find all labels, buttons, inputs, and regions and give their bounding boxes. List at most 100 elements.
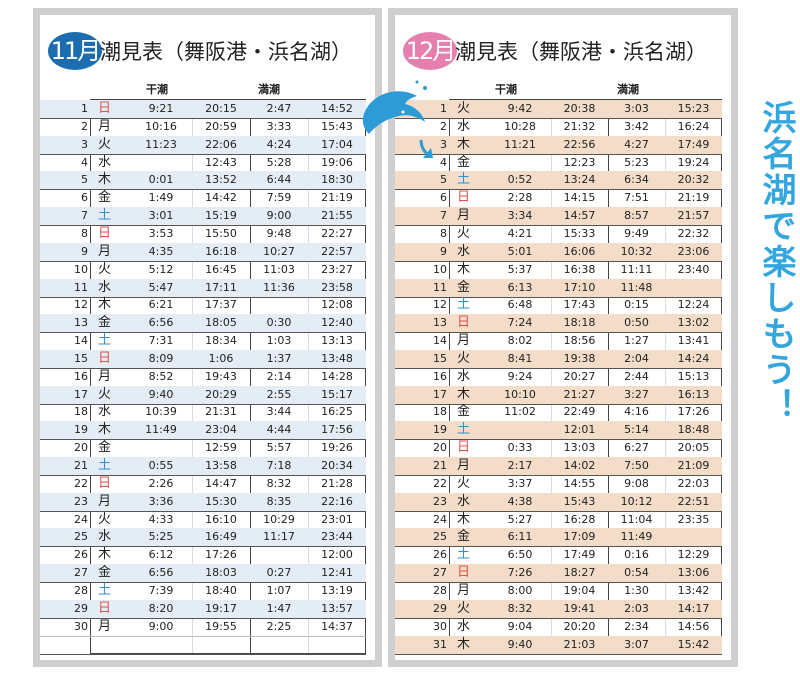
day-number: 26 (74, 548, 88, 562)
weekday: 木 (457, 261, 471, 277)
table-row: 19 木 11:49 23:04 4:44 17:56 (40, 421, 366, 441)
high-tide-1: 2:04 (624, 351, 649, 365)
day-number: 6 (440, 191, 447, 205)
table-row: 28 土 7:39 18:40 1:07 13:19 (40, 582, 366, 601)
low-tide-2: 17:11 (205, 280, 237, 294)
november-title: 11月潮見表（舞阪港・浜名湖） (48, 32, 352, 70)
low-tide-1: 3:36 (148, 494, 174, 508)
low-tide-1 (130, 636, 192, 654)
month-badge: 12月 (403, 32, 457, 70)
weekday: 月 (98, 243, 112, 259)
low-tide-1: 11:02 (504, 405, 536, 419)
day-number: 29 (433, 601, 447, 615)
table-row: 1 火 9:42 20:38 3:03 15:23 (395, 100, 722, 119)
table-row: 14 土 7:31 18:34 1:03 13:13 (40, 332, 366, 352)
low-tide-1: 5:25 (148, 530, 174, 544)
day-number: 12 (433, 298, 447, 312)
dolphin-icon (362, 80, 433, 158)
low-tide-2: 19:17 (205, 601, 237, 615)
low-tide-2: 21:27 (563, 387, 596, 401)
table-row: 24 木 5:27 16:28 11:04 23:35 (395, 511, 722, 530)
high-tide-2: 22:51 (677, 494, 710, 508)
high-tide-2: 22:57 (321, 244, 353, 258)
low-tide-1: 5:47 (148, 280, 174, 294)
weekday: 水 (98, 279, 112, 295)
weekday: 金 (457, 404, 471, 420)
high-tide-2: 23:35 (677, 512, 710, 526)
day-number: 2 (440, 119, 447, 133)
low-tide-1: 6:48 (507, 298, 533, 312)
low-tide-2: 1:06 (208, 351, 234, 365)
high-tide-1: 11:49 (620, 530, 653, 544)
high-tide-1: 3:03 (624, 102, 649, 115)
weekday: 土 (98, 582, 112, 598)
low-tide-1: 9:21 (148, 102, 174, 115)
table-title: 潮見表（舞阪港・浜名湖） (455, 40, 707, 64)
table-row: 26 土 6:50 17:49 0:16 12:29 (395, 546, 722, 566)
day-number: 27 (74, 566, 88, 580)
high-tide-2: 23:27 (321, 262, 353, 276)
table-row: 30 月 9:00 19:55 2:25 14:37 (40, 618, 366, 637)
high-tide-2: 15:17 (321, 387, 353, 401)
table-row: 1 日 9:21 20:15 2:47 14:52 (40, 100, 366, 119)
table-row: 11 水 5:47 17:11 11:36 23:58 (40, 278, 366, 298)
table-row: 29 火 8:32 19:41 2:03 14:17 (395, 599, 722, 619)
day-number: 1 (440, 102, 447, 115)
day-number: 8 (81, 226, 88, 240)
high-tide-1: 3:42 (624, 119, 649, 133)
day-number: 9 (81, 244, 88, 258)
high-tide-2 (665, 279, 722, 297)
day-number: 21 (433, 459, 447, 472)
weekday: 金 (457, 279, 471, 295)
table-row: 4 水 12:43 5:28 19:06 (40, 154, 366, 173)
low-tide-1: 6:11 (507, 530, 533, 544)
weekday: 火 (98, 511, 112, 527)
table-row: 21 土 0:55 13:58 7:18 20:34 (40, 457, 366, 476)
high-tide-1: 4:24 (266, 137, 292, 151)
high-tide-2: 13:57 (321, 601, 353, 615)
high-tide-1: 2:55 (266, 387, 292, 401)
low-tide-1: 0:01 (148, 173, 174, 187)
column-divider (192, 100, 193, 654)
day-number: 13 (433, 316, 447, 330)
low-tide-1: 9:42 (507, 102, 533, 115)
high-tide-2: 21:19 (677, 191, 710, 205)
low-tide-1: 3:53 (148, 226, 174, 240)
low-tide-1 (130, 154, 192, 172)
day-number: 23 (74, 494, 88, 508)
low-tide-1: 3:01 (148, 209, 174, 223)
low-tide-1: 8:00 (507, 583, 533, 597)
slogan-text: 浜名湖で楽しもう！ (756, 100, 796, 424)
low-tide-2: 14:42 (205, 191, 237, 205)
high-tide-header: 満潮 (617, 83, 639, 96)
day-number: 5 (440, 173, 447, 187)
day-number: 11 (74, 280, 88, 294)
high-tide-2: 22:32 (677, 226, 710, 240)
low-tide-2: 16:28 (563, 512, 596, 526)
high-tide-2: 21:19 (321, 191, 353, 205)
high-tide-2: 21:57 (677, 209, 710, 223)
low-tide-1: 4:35 (148, 244, 174, 258)
high-tide-1: 0:30 (266, 316, 292, 330)
low-tide-header: 干潮 (495, 83, 517, 96)
high-tide-2: 16:13 (677, 387, 710, 401)
table-row: 26 木 6:12 17:26 12:00 (40, 546, 366, 566)
day-number: 29 (74, 601, 88, 615)
weekday: 水 (457, 618, 471, 634)
high-tide-2: 17:49 (677, 137, 710, 151)
day-number: 24 (433, 512, 447, 526)
table-row: 30 水 9:04 20:20 2:34 14:56 (395, 618, 722, 637)
high-tide-1: 0:15 (624, 298, 649, 312)
high-tide-2: 21:55 (321, 209, 353, 223)
high-tide-1: 9:48 (266, 226, 292, 240)
weekday: 火 (98, 261, 112, 277)
weekday: 土 (457, 422, 471, 438)
low-tide-2: 16:06 (563, 244, 596, 258)
low-tide-1: 9:24 (507, 369, 533, 383)
weekday: 土 (98, 333, 112, 349)
high-tide-1: 11:11 (620, 262, 653, 276)
high-tide-2: 17:56 (321, 423, 353, 437)
low-tide-1: 9:40 (507, 637, 533, 651)
low-tide-2: 21:03 (563, 637, 596, 651)
high-tide-2: 12:00 (321, 548, 353, 562)
